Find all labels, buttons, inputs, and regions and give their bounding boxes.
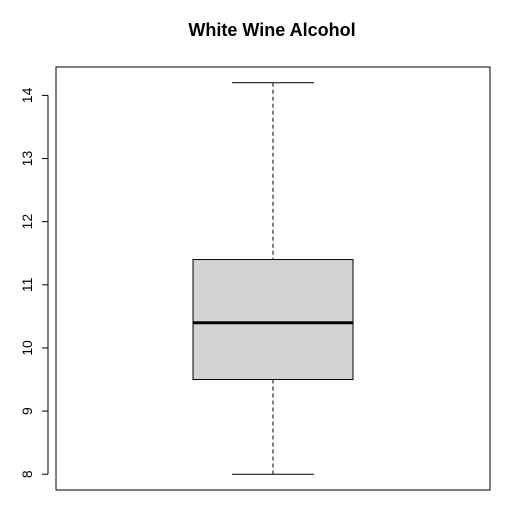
y-tick-label: 14 xyxy=(19,87,35,103)
y-tick-label: 13 xyxy=(19,151,35,167)
box-group xyxy=(192,82,354,475)
y-tick-label: 10 xyxy=(19,340,35,356)
chart-title: White Wine Alcohol xyxy=(188,20,355,40)
y-tick-label: 8 xyxy=(19,470,35,478)
y-axis: 8 9 10 11 12 13 14 xyxy=(19,87,49,478)
y-tick-label: 9 xyxy=(19,407,35,415)
y-tick-label: 12 xyxy=(19,214,35,230)
plot-frame xyxy=(55,66,491,491)
box-iqr xyxy=(192,259,354,381)
y-tick-label: 11 xyxy=(19,277,35,292)
